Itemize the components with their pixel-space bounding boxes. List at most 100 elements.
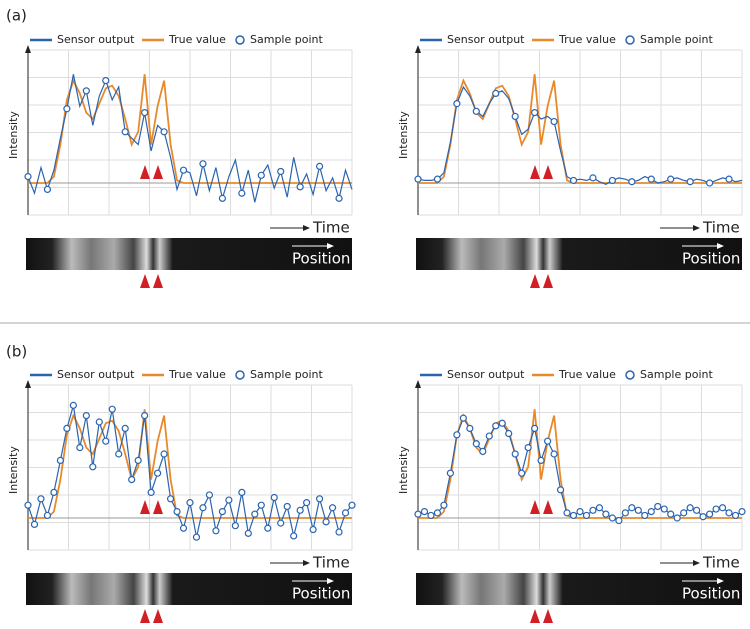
position-strip [416, 573, 742, 605]
red-arrow [153, 609, 163, 623]
time-arrow-head [303, 560, 310, 566]
position-arrow-head [327, 243, 334, 249]
sample-point [433, 175, 442, 183]
sample-point [316, 495, 324, 503]
strip-label: Position [682, 250, 740, 268]
red-arrow [140, 609, 150, 623]
sample-point [414, 175, 422, 183]
sample-point [725, 175, 733, 183]
sample-point [102, 76, 110, 85]
sample-point [660, 505, 668, 513]
red-arrow [543, 609, 553, 623]
sample-point [621, 509, 629, 517]
red-arrow [543, 274, 553, 288]
sample-point [628, 178, 636, 186]
sample-point [192, 533, 201, 541]
sample-point [544, 437, 552, 445]
sample-point [160, 450, 168, 458]
red-arrow [530, 609, 540, 623]
sample-point [277, 519, 285, 527]
sample-point [166, 495, 175, 503]
sample-point [264, 524, 272, 532]
y-arrow [25, 380, 31, 388]
time-arrow-head [693, 225, 700, 231]
y-arrow [415, 45, 421, 53]
panel-label: (a) [6, 7, 27, 25]
panel-label: (b) [6, 343, 27, 361]
sample-point [108, 405, 116, 413]
legend-marker [235, 370, 245, 380]
y-axis-label: Intensity [7, 111, 20, 159]
legend-label: Sample point [640, 368, 713, 381]
sample-point [608, 514, 616, 522]
sample-point [231, 522, 239, 530]
strip-label: Position [292, 585, 350, 603]
position-strip [416, 238, 742, 270]
sample-point [43, 185, 52, 193]
sample-point [615, 516, 623, 525]
sample-point [718, 504, 727, 512]
sample-point [341, 509, 350, 517]
sample-point [667, 175, 675, 183]
sample-point [731, 511, 740, 520]
sample-point [43, 511, 52, 520]
sample-point [602, 510, 610, 518]
sample-point [492, 89, 500, 98]
red-arrow [153, 274, 163, 288]
x-axis-label: Time [312, 554, 350, 572]
sample-point [218, 194, 226, 202]
sample-point [141, 108, 149, 117]
red-arrow [153, 500, 163, 514]
sample-point [24, 173, 32, 181]
sample-point [63, 105, 71, 113]
sample-point [459, 414, 467, 422]
sample-point [296, 183, 304, 191]
sample-point [699, 513, 707, 521]
sample-point [335, 194, 343, 202]
strip-label: Position [292, 250, 350, 268]
sample-point [173, 508, 181, 516]
sample-point [270, 493, 278, 502]
red-arrow [140, 500, 150, 514]
sample-point [498, 419, 506, 427]
sample-point [485, 432, 493, 440]
sample-point [238, 189, 246, 197]
red-arrow [530, 500, 540, 514]
sample-point [673, 514, 681, 522]
sample-point [647, 508, 655, 516]
sample-point [433, 509, 442, 517]
sample-point [277, 167, 285, 176]
sample-point [479, 447, 487, 456]
sample-point [569, 176, 578, 185]
sample-point [505, 429, 513, 438]
sample-point [725, 509, 733, 517]
sample-point [531, 424, 539, 433]
sample-point [556, 486, 565, 494]
sample-point [647, 175, 655, 183]
sample-point [511, 450, 519, 458]
panel: Intensity Sensor output True value Sample p… [7, 368, 356, 623]
sample-point [56, 456, 65, 465]
sample-point [582, 511, 591, 520]
sample-point [686, 504, 694, 512]
legend-label: Sensor output [447, 368, 525, 381]
legend-label: Sample point [250, 33, 323, 46]
sample-point [69, 401, 77, 409]
legend-label: True value [558, 33, 616, 46]
y-axis-label: Intensity [397, 446, 410, 494]
sample-point [693, 506, 701, 514]
sample-point [199, 160, 207, 168]
sample-point [154, 469, 162, 477]
y-axis-label: Intensity [397, 111, 410, 159]
legend-label: True value [168, 368, 226, 381]
sample-point [212, 527, 220, 535]
sample-point [244, 529, 252, 537]
sample-point [50, 488, 58, 496]
legend-label: Sensor output [57, 33, 135, 46]
sample-point [492, 422, 500, 430]
sample-point [179, 166, 188, 174]
panel: Intensity Sensor output True value Sample p… [397, 33, 743, 288]
sample-point [186, 499, 194, 507]
sample-point [654, 502, 662, 511]
